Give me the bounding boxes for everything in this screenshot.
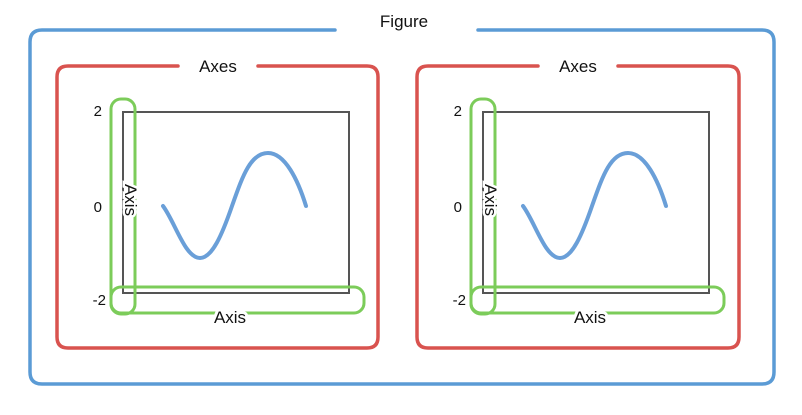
x-axis-highlight: [109, 285, 366, 315]
y-tick-label: -2: [453, 292, 466, 309]
axes-panel-right: Axes Axis Axis 2 0 -2: [415, 57, 741, 350]
axes-border: [55, 64, 380, 350]
axes-label: Axes: [559, 57, 597, 76]
sine-curve: [521, 150, 668, 261]
figure-label: Figure: [380, 12, 428, 31]
y-tick-label: -2: [93, 292, 106, 309]
figure-border: [28, 28, 776, 386]
y-tick-label: 0: [454, 199, 462, 216]
axes-label: Axes: [199, 57, 237, 76]
axes-panel-left: Axes Axis Axis 2 0 -2: [55, 57, 380, 350]
x-axis-label: Axis: [214, 308, 246, 327]
y-axis-label: Axis: [121, 184, 140, 216]
y-tick-label: 0: [94, 199, 102, 216]
x-axis-label: Axis: [574, 308, 606, 327]
axes-border: [415, 64, 741, 350]
sine-curve: [161, 150, 308, 261]
y-tick-label: 2: [94, 103, 102, 120]
y-tick-label: 2: [454, 103, 462, 120]
plot-frame: [482, 111, 710, 294]
y-axis-label: Axis: [481, 184, 500, 216]
x-axis-highlight: [469, 285, 726, 315]
plot-frame: [122, 111, 350, 294]
